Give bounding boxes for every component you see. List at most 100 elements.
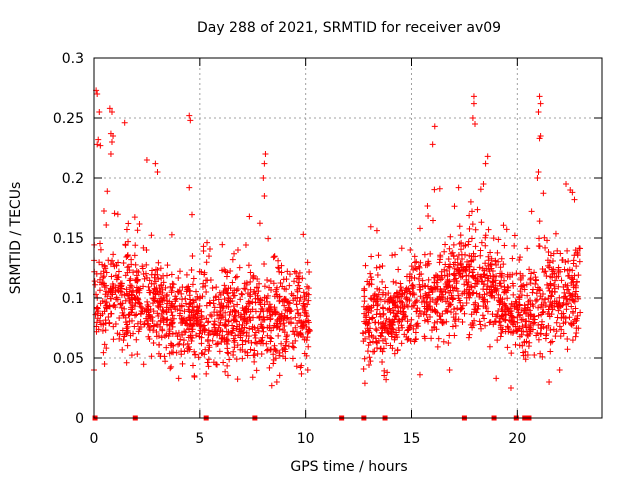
data-point xyxy=(204,336,211,343)
data-point xyxy=(254,276,261,283)
data-point xyxy=(107,286,114,293)
data-point xyxy=(252,334,259,341)
data-point xyxy=(451,332,458,339)
data-point xyxy=(451,318,458,325)
data-point xyxy=(465,238,472,245)
data-point xyxy=(192,296,199,303)
data-point xyxy=(478,219,485,226)
data-point xyxy=(434,343,441,350)
data-point xyxy=(393,331,400,338)
data-point xyxy=(388,321,395,328)
data-point xyxy=(134,295,141,302)
data-point xyxy=(385,330,392,337)
data-point xyxy=(258,337,265,344)
data-point xyxy=(516,324,523,331)
data-point xyxy=(201,271,208,278)
data-point xyxy=(508,350,515,357)
data-point xyxy=(91,278,98,285)
data-point xyxy=(106,303,113,310)
data-point xyxy=(491,318,498,325)
data-point xyxy=(184,340,191,347)
data-point xyxy=(534,286,541,293)
data-point xyxy=(137,303,144,310)
data-point xyxy=(554,247,561,254)
data-point xyxy=(479,294,486,301)
data-point xyxy=(458,239,465,246)
y-tick-label: 0.2 xyxy=(62,171,84,187)
data-point xyxy=(211,324,218,331)
data-point xyxy=(408,263,415,270)
data-point xyxy=(482,234,489,241)
data-point xyxy=(232,274,239,281)
data-point xyxy=(277,321,284,328)
data-point xyxy=(418,271,425,278)
data-point xyxy=(192,351,199,358)
data-point xyxy=(541,234,548,241)
data-point xyxy=(447,233,454,240)
data-point xyxy=(501,277,508,284)
data-point xyxy=(239,330,246,337)
data-point xyxy=(246,300,253,307)
tick-labels: 0 0.05 0.1 0.15 0.2 0.25 0.3 0 5 10 15 20 xyxy=(53,51,526,447)
data-point xyxy=(235,309,242,316)
data-point xyxy=(446,332,453,339)
data-point xyxy=(402,295,409,302)
data-point xyxy=(384,369,391,376)
data-point xyxy=(109,291,116,298)
data-point xyxy=(455,266,462,273)
data-point xyxy=(196,303,203,310)
data-point xyxy=(487,289,494,296)
data-point xyxy=(305,343,312,350)
data-point xyxy=(539,295,546,302)
data-point xyxy=(189,252,196,259)
data-point xyxy=(410,325,417,332)
data-point xyxy=(292,295,299,302)
data-point xyxy=(439,296,446,303)
data-point xyxy=(434,277,441,284)
data-point xyxy=(500,222,507,229)
data-point xyxy=(159,307,166,314)
data-point xyxy=(205,327,212,334)
data-point xyxy=(424,283,431,290)
data-point xyxy=(137,318,144,325)
data-point xyxy=(414,320,421,327)
data-point xyxy=(289,355,296,362)
data-point xyxy=(379,337,386,344)
data-point xyxy=(205,356,212,363)
data-point xyxy=(436,293,443,300)
data-point xyxy=(212,294,219,301)
data-point xyxy=(367,325,374,332)
data-point xyxy=(99,261,106,268)
data-point xyxy=(444,308,451,315)
data-point xyxy=(556,294,563,301)
data-point xyxy=(290,344,297,351)
data-point xyxy=(381,372,388,379)
data-point xyxy=(274,284,281,291)
data-point xyxy=(295,273,302,280)
data-point xyxy=(179,318,186,325)
data-point xyxy=(264,292,271,299)
data-point xyxy=(451,272,458,279)
data-point xyxy=(550,326,557,333)
data-point xyxy=(266,306,273,313)
data-point xyxy=(160,279,167,286)
data-point xyxy=(565,286,572,293)
data-point xyxy=(466,263,473,270)
data-point xyxy=(256,313,263,320)
data-point xyxy=(533,332,540,339)
data-point xyxy=(224,269,231,276)
data-point xyxy=(451,203,458,210)
data-point xyxy=(127,275,134,282)
data-point xyxy=(221,338,228,345)
data-point xyxy=(484,153,491,160)
data-point xyxy=(547,326,554,333)
data-point xyxy=(518,307,525,314)
data-point xyxy=(100,349,107,356)
data-point xyxy=(535,243,542,250)
data-point xyxy=(128,256,135,263)
data-point xyxy=(424,203,431,210)
data-point xyxy=(115,268,122,275)
data-point xyxy=(170,315,177,322)
data-point xyxy=(281,322,288,329)
data-point xyxy=(458,246,465,253)
